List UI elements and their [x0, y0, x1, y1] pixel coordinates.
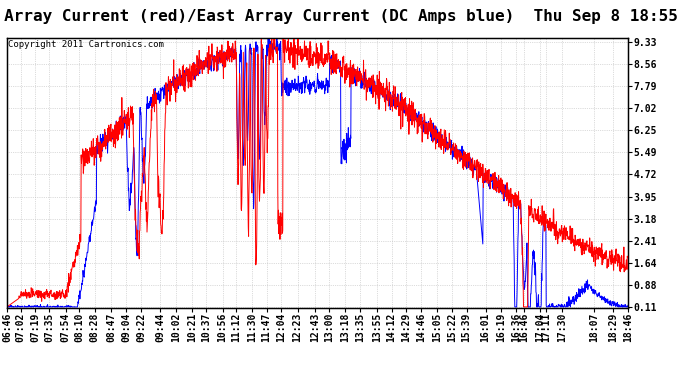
Text: West Array Current (red)/East Array Current (DC Amps blue)  Thu Sep 8 18:55: West Array Current (red)/East Array Curr…: [0, 9, 678, 24]
Text: Copyright 2011 Cartronics.com: Copyright 2011 Cartronics.com: [8, 40, 164, 49]
